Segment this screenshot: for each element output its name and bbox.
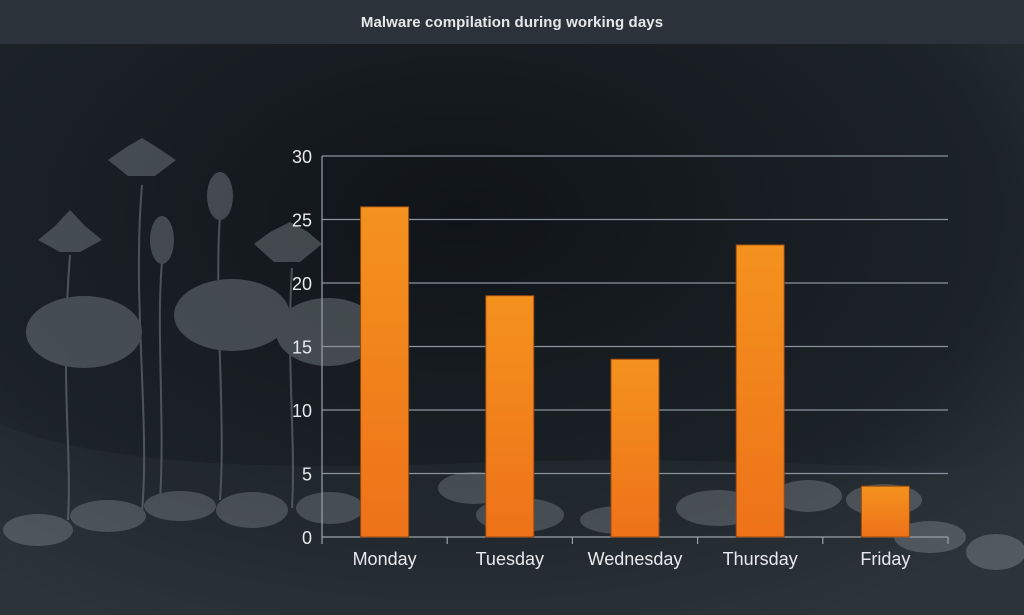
y-tick-label: 0 [302,528,312,548]
x-tick-label: Tuesday [476,549,544,569]
chart-title: Malware compilation during working days [360,13,664,31]
bar-monday [360,206,410,538]
y-tick-labels: 0 5 10 15 20 25 30 [292,147,312,548]
y-tick-label: 15 [292,338,312,358]
title-bar: Malware compilation during working days [0,0,1024,44]
bar-friday [860,485,910,538]
bar-tuesday [485,295,535,538]
y-tick-label: 20 [292,274,312,294]
x-tick-label: Thursday [723,549,798,569]
x-tick-label: Monday [353,549,417,569]
x-tick-label: Friday [860,549,910,569]
bars [360,206,910,538]
bar-wednesday [610,358,660,538]
y-tick-label: 25 [292,211,312,231]
x-tick-labels: Monday Tuesday Wednesday Thursday Friday [353,549,911,569]
x-tick-label: Wednesday [588,549,683,569]
y-tick-label: 10 [292,401,312,421]
bar-thursday [735,244,785,538]
y-tick-label: 30 [292,147,312,167]
y-tick-label: 5 [302,465,312,485]
